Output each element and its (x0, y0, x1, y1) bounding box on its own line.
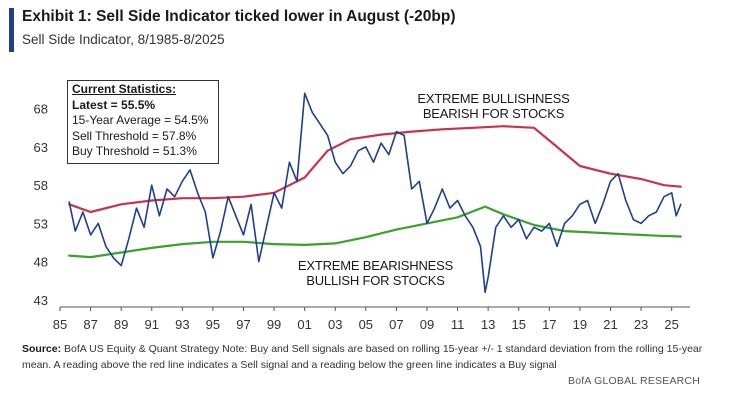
source-text: BofA US Equity & Quant Strategy Note: Bu… (22, 343, 703, 371)
y-tick-label: 63 (34, 140, 48, 155)
x-tick-label: 15 (512, 317, 526, 332)
sell-side-indicator-line (68, 92, 682, 294)
series-layer (68, 92, 682, 294)
x-tick-label: 11 (451, 317, 465, 332)
y-tick-label: 53 (34, 216, 48, 231)
x-tick-label: 25 (664, 317, 678, 332)
stats-sell-threshold: Sell Threshold = 57.8% (72, 128, 197, 143)
x-tick-label: 89 (114, 317, 128, 332)
annotation-extreme-bullishness: EXTREME BULLISHNESS BEARISH FOR STOCKS (396, 91, 591, 121)
y-tick-label: 68 (34, 102, 48, 117)
chart-title: Exhibit 1: Sell Side Indicator ticked lo… (22, 8, 456, 25)
chart-subtitle: Sell Side Indicator, 8/1985-8/2025 (22, 32, 225, 47)
x-tick-label: 05 (359, 317, 373, 332)
stats-15yr-average: 15-Year Average = 54.5% (72, 113, 209, 127)
x-tick-label: 13 (481, 317, 495, 332)
current-statistics-box: Current Statistics: Latest = 55.5% 15-Ye… (67, 80, 219, 164)
buy-threshold-line (68, 205, 682, 259)
brand-footer: BofA GLOBAL RESEARCH (568, 375, 700, 387)
x-tick-label: 09 (420, 317, 434, 332)
annotation-top-line2: BEARISH FOR STOCKS (422, 106, 565, 121)
stats-latest: Latest = 55.5% (72, 97, 156, 112)
y-axis: 43 48 53 58 63 68 (34, 102, 48, 308)
x-tick-label: 19 (573, 317, 587, 332)
stats-buy-threshold: Buy Threshold = 51.3% (72, 144, 197, 158)
y-tick-label: 58 (34, 178, 48, 193)
source-note: Source: BofA US Equity & Quant Strategy … (22, 341, 722, 373)
source-label: Source: (22, 343, 62, 355)
x-tick-label: 03 (328, 317, 342, 332)
x-tick-label: 97 (236, 317, 250, 332)
sell-threshold-line (68, 125, 682, 214)
annotation-top-line1: EXTREME BULLISHNESS (417, 91, 570, 106)
x-tick-label: 87 (83, 317, 97, 332)
x-tick-label: 07 (389, 317, 403, 332)
x-tick-label: 91 (145, 317, 159, 332)
x-tick-label: 93 (175, 317, 189, 332)
x-tick-label: 99 (267, 317, 281, 332)
annotation-extreme-bearishness: EXTREME BEARISHNESS BULLISH FOR STOCKS (278, 258, 473, 288)
x-axis: 85 87 89 91 93 95 97 99 01 03 05 07 09 11 13 15 17 19 21 23… (53, 306, 690, 332)
annotation-bottom-line1: EXTREME BEARISHNESS (297, 258, 454, 273)
annotation-bottom-line2: BULLISH FOR STOCKS (306, 273, 445, 288)
stats-header: Current Statistics: (72, 82, 177, 96)
x-tick-label: 95 (206, 317, 220, 332)
x-tick-label: 01 (297, 317, 311, 332)
y-tick-label: 48 (34, 255, 48, 270)
x-tick-label: 21 (603, 317, 617, 332)
accent-bar (9, 8, 14, 52)
y-tick-label: 43 (34, 293, 48, 308)
x-tick-label: 23 (634, 317, 648, 332)
x-tick-label: 17 (542, 317, 556, 332)
x-tick-label: 85 (53, 317, 67, 332)
